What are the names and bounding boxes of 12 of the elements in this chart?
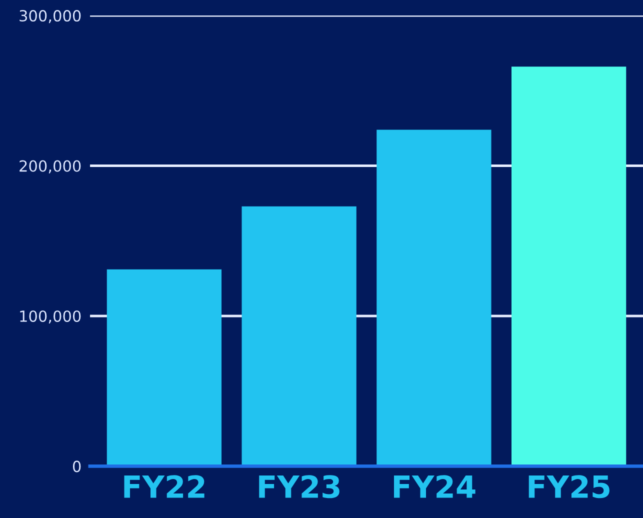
bar <box>242 206 356 466</box>
y-tick-label: 200,000 <box>20 160 81 174</box>
x-tick-label: FY25 <box>528 475 610 498</box>
x-tick-label: FY23 <box>259 475 340 498</box>
y-tick-label: 100,000 <box>20 310 81 324</box>
x-tick-label: FY24 <box>394 475 476 498</box>
x-tick-label: FY22 <box>124 475 204 498</box>
bar <box>376 130 492 466</box>
bar <box>512 66 626 466</box>
y-tick-label: 0 <box>72 460 81 472</box>
y-tick-label: 300,000 <box>20 10 81 24</box>
bar <box>106 269 222 466</box>
